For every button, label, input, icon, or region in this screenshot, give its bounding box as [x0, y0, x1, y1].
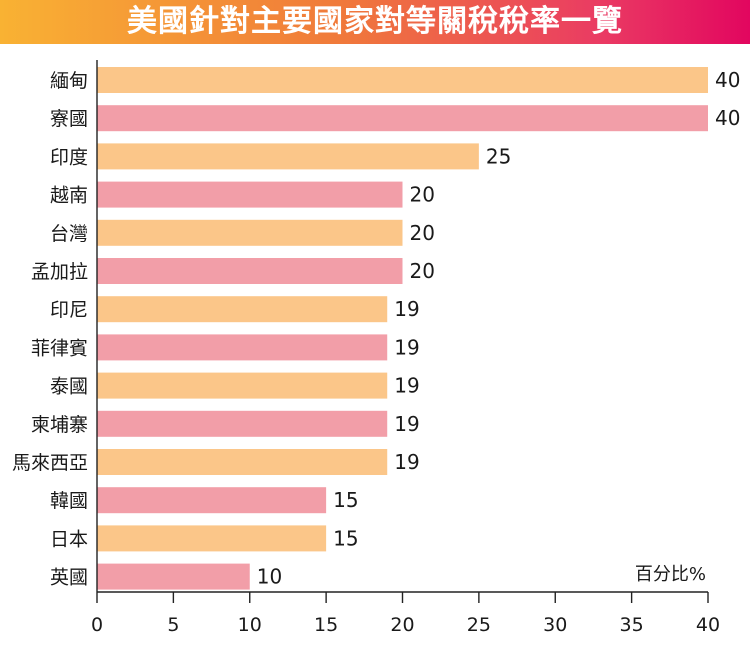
value-label: 19	[394, 297, 419, 321]
value-label: 10	[257, 565, 282, 589]
bar	[97, 449, 388, 475]
bar	[97, 487, 327, 514]
category-label: 印度	[50, 146, 88, 168]
bar	[97, 410, 388, 437]
value-label: 15	[333, 488, 358, 512]
bar	[97, 296, 388, 323]
category-label: 印尼	[50, 299, 88, 321]
bar	[97, 258, 403, 284]
chart-title: 美國針對主要國家對等關稅稅率一覽	[127, 4, 623, 39]
category-label: 越南	[50, 185, 88, 207]
bar	[97, 525, 327, 552]
bar	[97, 181, 403, 208]
bar	[97, 372, 388, 399]
x-tick-label: 20	[390, 614, 414, 636]
category-label: 寮國	[50, 108, 88, 130]
unit-label: 百分比%	[635, 564, 706, 585]
value-label: 19	[394, 335, 419, 359]
x-tick-label: 25	[467, 614, 491, 636]
bar	[97, 334, 388, 361]
category-label: 柬埔寨	[31, 414, 88, 436]
x-tick-label: 0	[91, 614, 103, 636]
category-label: 菲律賓	[31, 337, 88, 359]
x-tick-label: 15	[314, 614, 338, 636]
value-label: 40	[715, 106, 740, 130]
x-tick-label: 35	[620, 614, 644, 636]
value-label: 20	[410, 183, 435, 207]
value-label: 20	[410, 259, 435, 283]
category-label: 韓國	[50, 490, 88, 512]
value-label: 40	[715, 68, 740, 92]
bar	[97, 563, 250, 590]
value-label: 19	[394, 374, 419, 398]
bar	[97, 219, 403, 246]
category-label: 英國	[50, 567, 88, 589]
x-tick-label: 40	[696, 614, 720, 636]
category-label: 泰國	[50, 376, 88, 398]
category-label: 馬來西亞	[12, 452, 88, 474]
value-label: 25	[486, 144, 511, 168]
bar	[97, 105, 708, 132]
x-tick-label: 5	[167, 614, 179, 636]
category-label: 台灣	[50, 223, 88, 245]
category-label: 日本	[50, 528, 88, 550]
value-label: 19	[394, 450, 419, 474]
title-bar	[0, 0, 750, 44]
bar	[97, 67, 708, 93]
x-tick-label: 10	[238, 614, 262, 636]
x-tick-label: 30	[543, 614, 567, 636]
value-label: 15	[333, 526, 358, 550]
value-label: 19	[394, 412, 419, 436]
category-label: 緬甸	[50, 70, 88, 92]
bar	[97, 143, 479, 170]
category-label: 孟加拉	[31, 261, 88, 283]
value-label: 20	[410, 221, 435, 245]
